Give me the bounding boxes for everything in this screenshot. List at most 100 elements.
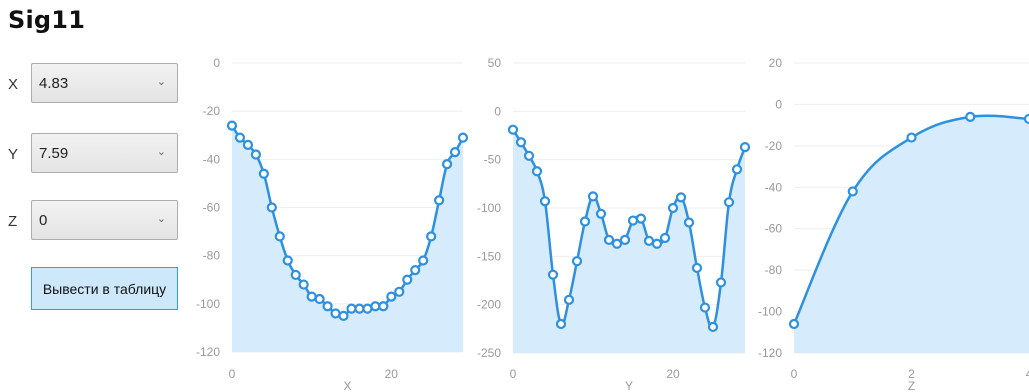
x-tick-label: 0 [229,367,236,381]
data-point[interactable] [266,202,277,213]
data-point[interactable] [563,294,575,305]
x-label: X [8,76,19,93]
data-point[interactable] [595,208,607,219]
y-tick-label: -120 [758,346,782,360]
data-point[interactable] [667,202,679,214]
data-point[interactable] [418,255,429,266]
data-point[interactable] [322,301,333,312]
data-point[interactable] [579,216,591,227]
data-point[interactable] [226,120,238,131]
data-point[interactable] [410,265,421,276]
data-point[interactable] [715,277,727,288]
data-point[interactable] [635,213,647,224]
y-tick-label: -50 [484,153,502,167]
data-point[interactable] [290,269,301,281]
y-tick-label: -250 [477,346,501,360]
y-tick-label: -120 [196,345,220,359]
data-point[interactable] [651,238,663,249]
series-line [511,129,747,330]
data-point[interactable] [683,217,695,228]
data-point[interactable] [242,139,254,150]
y-tick-label: -60 [765,222,783,236]
chevron-down-icon[interactable]: ⌄ [156,75,166,88]
data-point[interactable] [847,186,858,197]
data-point[interactable] [234,132,246,143]
y-label: Y [8,146,19,163]
data-point[interactable] [699,302,711,313]
data-point[interactable] [539,196,551,207]
data-point[interactable] [571,256,583,267]
data-point[interactable] [378,301,389,312]
x-axis-title: X [343,379,351,392]
z-label: Z [8,213,18,230]
data-point[interactable] [394,286,405,297]
y-tick-label: -80 [765,263,783,277]
data-point[interactable] [441,159,453,170]
series-area [232,125,463,352]
x-combobox[interactable]: 4.83 ⌄ [31,63,178,103]
data-point[interactable] [434,195,445,206]
z-value: 0 [39,211,48,229]
data-point[interactable] [402,274,413,285]
data-point[interactable] [314,293,325,305]
export-to-table-button[interactable]: Вывести в таблицу [31,267,178,310]
x-axis-title: Z [908,379,915,392]
y-tick-label: -60 [203,201,221,215]
x-axis-title: Y [625,379,633,392]
data-point[interactable] [386,291,397,302]
data-point[interactable] [675,192,687,203]
app-title: Sig11 [8,6,86,34]
data-point[interactable] [547,269,559,280]
x-tick-label: 2 [908,367,915,381]
data-point[interactable] [515,137,527,148]
data-point[interactable] [619,234,631,245]
data-point[interactable] [1023,113,1029,125]
data-point[interactable] [531,166,543,177]
data-point[interactable] [603,234,615,245]
data-point[interactable] [507,124,519,135]
data-point[interactable] [338,310,349,321]
y-value: 7.59 [39,144,69,162]
data-point[interactable] [250,149,261,160]
y-tick-label: -40 [765,180,783,194]
chevron-down-icon[interactable]: ⌄ [156,212,166,225]
series-line [792,114,1029,325]
y-tick-label: -150 [477,249,501,263]
y-tick-label: 20 [769,56,783,70]
y-tick-label: -20 [765,139,783,153]
data-point[interactable] [298,279,309,290]
y-tick-label: 0 [213,56,220,70]
data-point[interactable] [274,231,285,242]
y-combobox[interactable]: 7.59 ⌄ [31,133,178,173]
y-tick-label: 50 [488,56,502,70]
data-point[interactable] [659,232,671,244]
data-point[interactable] [788,318,800,330]
y-tick-label: -100 [477,201,501,215]
data-point[interactable] [965,111,976,122]
data-point[interactable] [555,318,567,330]
y-tick-label: -20 [203,104,221,118]
data-point[interactable] [691,262,703,274]
z-combobox[interactable]: 0 ⌄ [31,200,178,240]
data-point[interactable] [731,164,743,175]
data-point[interactable] [426,231,437,242]
data-point[interactable] [457,132,469,143]
data-point[interactable] [258,168,269,179]
y-tick-label: -200 [477,298,501,312]
y-tick-label: 0 [775,97,782,111]
y-tick-label: -80 [203,249,221,263]
data-point[interactable] [739,142,751,153]
data-point[interactable] [523,150,535,161]
x-tick-label: 4 [1026,367,1029,381]
x-tick-label: 0 [791,367,798,381]
data-point[interactable] [723,197,735,208]
data-point[interactable] [449,147,461,158]
data-point[interactable] [587,191,599,202]
x-value: 4.83 [39,74,69,92]
data-point[interactable] [282,255,293,266]
chevron-down-icon[interactable]: ⌄ [156,145,166,158]
x-tick-label: 20 [385,367,399,381]
data-point[interactable] [906,132,917,143]
data-point[interactable] [707,321,719,332]
data-point[interactable] [611,238,623,249]
